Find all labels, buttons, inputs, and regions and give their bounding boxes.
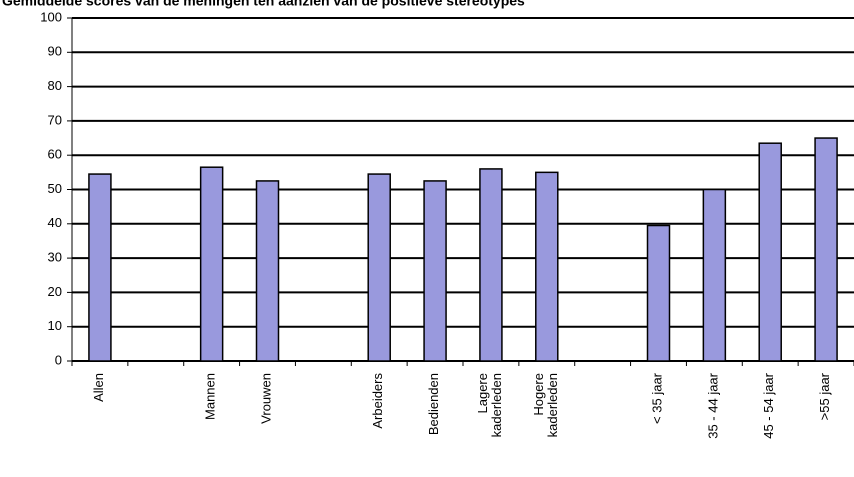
bar: [88, 173, 112, 362]
y-tick-label: 50: [48, 181, 62, 196]
bar: [646, 224, 671, 362]
x-tick-label: Mannen: [203, 373, 218, 420]
y-tick-label: 10: [48, 318, 62, 333]
bar: [423, 180, 447, 362]
bar: [255, 180, 280, 362]
bar: [535, 171, 559, 362]
x-tick-label: Vrouwen: [259, 373, 274, 424]
x-tick-label: Lagerekaderleden: [475, 373, 504, 437]
bar: [367, 173, 391, 362]
bar: [199, 166, 224, 362]
bar: [702, 188, 727, 362]
chart-title: Gemiddelde scores van de meningen ten aa…: [2, 0, 525, 9]
x-tick-label: 45 - 54 jaar: [762, 372, 777, 438]
y-tick-label: 80: [48, 78, 62, 93]
y-tick-label: 0: [55, 352, 62, 367]
bar: [479, 168, 503, 362]
x-tick-label: Bedienden: [427, 373, 442, 435]
y-tick-label: 100: [40, 9, 62, 24]
y-tick-label: 30: [48, 250, 62, 265]
y-tick-label: 90: [48, 44, 62, 59]
bar: [814, 137, 838, 362]
y-tick-label: 20: [48, 284, 62, 299]
x-tick-label: Hogerekaderleden: [531, 373, 560, 437]
y-tick-label: 40: [48, 215, 62, 230]
bar: [758, 142, 782, 362]
x-tick-label: Arbeiders: [371, 373, 386, 429]
y-tick-label: 60: [48, 147, 62, 162]
x-tick-label: 35 - 44 jaar: [706, 372, 721, 438]
y-tick-label: 70: [48, 112, 62, 127]
x-tick-label: < 35 jaar: [650, 372, 665, 424]
x-tick-label: >55 jaar: [818, 372, 833, 420]
x-tick-label: Allen: [91, 373, 106, 402]
